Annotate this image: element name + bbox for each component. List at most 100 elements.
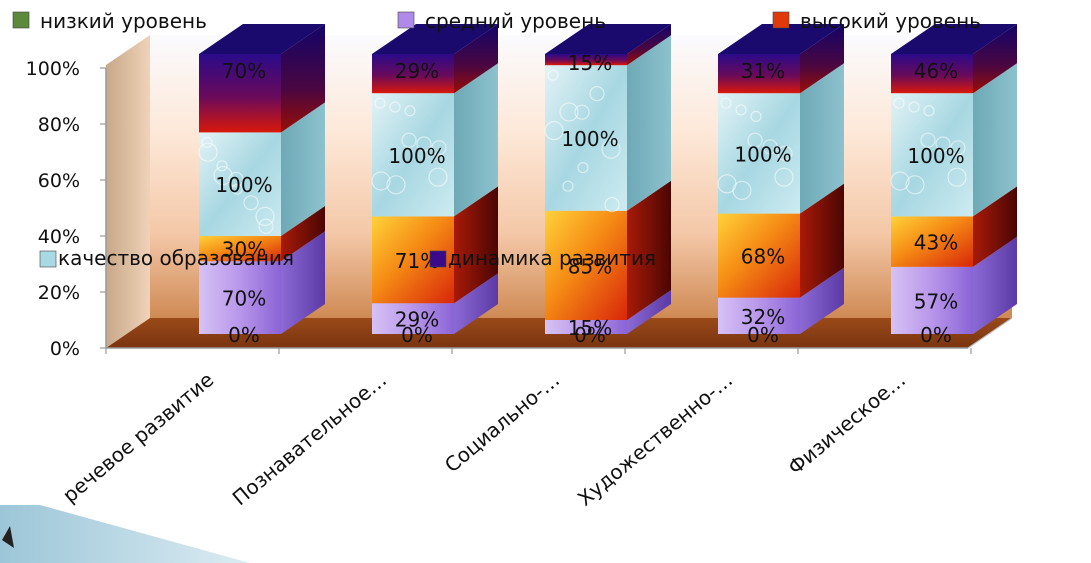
bar-segment [718,297,800,334]
left-wall [106,35,150,348]
bar-top-face [545,24,671,54]
category-label: Физическое… [783,367,910,479]
bar-segment [891,266,973,334]
axis: 0% 20% 40% 60% 80% 100% [26,58,1013,360]
decorative-arrow-icon [2,526,14,548]
y-tick-label: 0% [50,338,80,360]
bar-segment-side [800,267,844,334]
decorative-accent [0,505,250,563]
bar-segment [199,261,281,334]
bar-segment-side [627,290,671,334]
texture-bubble [923,105,935,117]
texture-bubble [732,180,752,200]
bar-segment [545,320,627,334]
bar-segment-side [281,102,325,237]
bars [198,24,1017,334]
bar-segment-side [454,63,498,217]
legend-swatch [397,11,415,29]
texture-bubble [950,140,966,156]
data-label: 0% [228,323,260,347]
data-label: 15% [568,51,612,75]
data-label: 30% [222,238,266,262]
bar-segment [545,54,627,66]
bar-segment-side [281,231,325,334]
category-axis-labels: речевое развитие Познавательное… Социально… [58,367,910,510]
data-label: 100% [907,144,964,168]
data-label: 15% [568,316,612,340]
texture-bubble [544,121,564,141]
bar-segment-side [800,183,844,298]
data-label: 46% [914,59,958,83]
y-tick-label: 100% [26,58,80,80]
category-label: Художественно-… [573,367,737,510]
texture-bubble [720,97,732,109]
data-label: 31% [741,59,785,83]
data-label: 57% [914,289,958,313]
texture-bubble [559,102,579,122]
data-label: 100% [215,173,272,197]
data-label: 43% [914,231,958,255]
y-tick-label: 60% [38,170,80,192]
data-label: 100% [734,142,791,166]
bar-top-face [891,24,1017,54]
legend-label: динамика развития [448,246,656,270]
bar-segment [718,213,800,298]
texture-bubble [601,139,621,159]
texture-bubble [547,69,559,81]
bar-segment-side [627,180,671,320]
texture-bubble [258,218,274,234]
legend-swatch [12,11,30,29]
data-label: 0% [747,323,779,347]
bar-segment [372,54,454,94]
bar-segment-side [800,24,844,94]
bar-segment-side [627,35,671,211]
data-label: 0% [401,323,433,347]
texture-bubble [213,166,233,186]
legend-swatch [39,250,57,268]
data-labels: 0%70%30%100%70%0%29%71%100%29%0%15%85%10… [215,51,964,347]
texture-bubble [371,171,391,191]
texture-bubble [577,162,589,174]
texture-bubble [255,206,275,226]
bar-segment-side [454,186,498,304]
data-label: 68% [741,245,785,269]
bar-segment [718,93,800,214]
legend: низкий уровень средний уровень высокий уро… [12,9,981,270]
texture-bubble [374,97,386,109]
texture-bubble [431,140,447,156]
data-label: 0% [920,323,952,347]
category-label: Социально-… [440,367,564,477]
bar-segment [718,54,800,94]
data-label: 32% [741,305,785,329]
texture-bubble [243,195,259,211]
texture-bubble [201,136,213,148]
texture-bubble [750,110,762,123]
texture-bubble [893,97,905,109]
bar-segment-side [627,24,671,66]
texture-bubble [908,101,920,113]
bar-segment-side [800,63,844,214]
bar-segment [199,54,281,133]
bar-segment-side [281,206,325,262]
texture-bubble [604,197,620,213]
texture-bubble [920,132,936,148]
texture-bubble [935,136,951,152]
bar-segment [545,210,627,320]
texture-bubble [905,175,925,195]
bar-top-face [372,24,498,54]
bar-segment-side [454,273,498,334]
bar-segment [199,236,281,262]
data-label: 100% [561,127,618,151]
texture-bubble [228,171,244,187]
bar-segment-side [973,63,1017,217]
bar-segment-side [454,24,498,94]
bar-segment [891,216,973,267]
data-label: 0% [574,323,606,347]
legend-label: низкий уровень [40,9,207,33]
texture-bubble [774,167,794,187]
texture-bubble [198,142,218,162]
bar-segment [891,54,973,94]
bar-top-face [718,24,844,54]
data-label: 70% [222,287,266,311]
